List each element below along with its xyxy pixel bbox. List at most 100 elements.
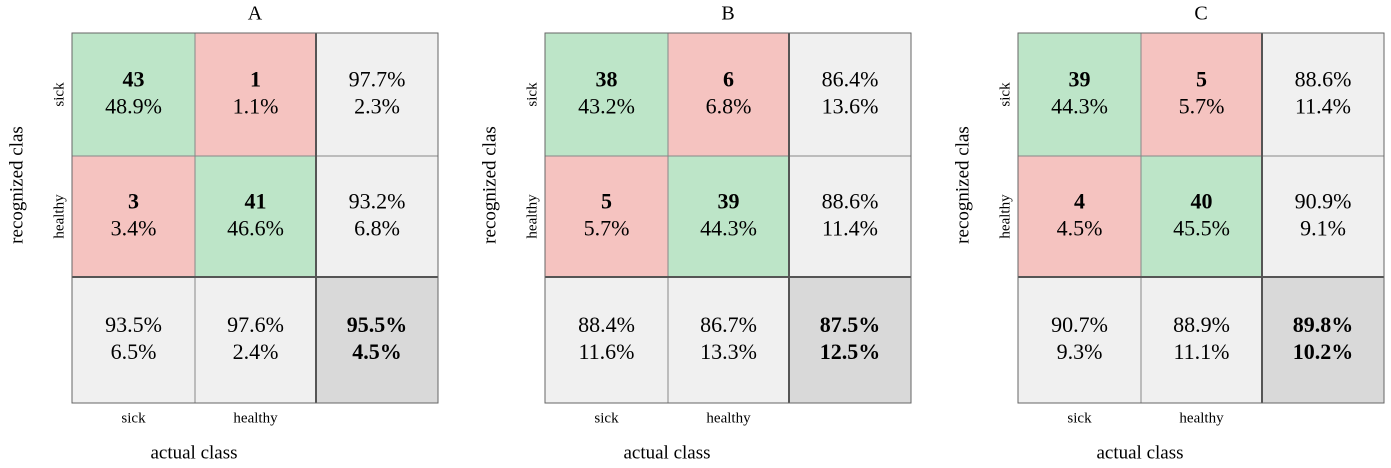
matrix-cell	[544, 32, 669, 157]
cell-secondary: 11.4%	[822, 216, 878, 241]
x-axis-label: actual class	[150, 442, 237, 463]
col-label: healthy	[1179, 410, 1224, 426]
matrix-cell	[194, 276, 317, 404]
cell-primary: 39	[1069, 67, 1091, 92]
matrix-cell	[194, 155, 317, 278]
col-label: sick	[121, 410, 146, 426]
row-label: healthy	[51, 194, 67, 239]
matrix-cell	[544, 155, 669, 278]
cell-primary: 88.9%	[1173, 312, 1230, 337]
matrix-cell	[1017, 32, 1142, 157]
cell-primary: 86.7%	[700, 312, 757, 337]
matrix-cell	[788, 276, 912, 404]
cell-secondary: 44.3%	[1051, 94, 1108, 119]
cell-secondary: 11.1%	[1173, 339, 1229, 364]
row-label: sick	[524, 82, 540, 107]
cell-primary: 41	[245, 189, 267, 214]
row-label: healthy	[524, 194, 540, 239]
matrix-cell	[315, 155, 439, 278]
cell-secondary: 9.1%	[1300, 216, 1346, 241]
cell-secondary: 6.5%	[111, 339, 157, 364]
panel-title: B	[721, 3, 734, 25]
matrix-panel: A4348.9%11.1%97.7%2.3%33.4%4146.6%93.2%6…	[6, 3, 439, 463]
row-label: sick	[997, 82, 1013, 107]
matrix-cell	[194, 32, 317, 157]
cell-secondary: 6.8%	[354, 216, 400, 241]
col-label: sick	[594, 410, 619, 426]
cell-primary: 97.7%	[349, 67, 406, 92]
cell-primary: 6	[723, 67, 734, 92]
cell-primary: 4	[1074, 189, 1085, 214]
cell-primary: 89.8%	[1293, 312, 1354, 337]
cell-primary: 39	[718, 189, 740, 214]
cell-primary: 93.2%	[349, 189, 406, 214]
matrix-cell	[1017, 276, 1142, 404]
cell-secondary: 3.4%	[111, 216, 157, 241]
cell-primary: 88.6%	[1295, 67, 1352, 92]
cell-primary: 88.4%	[578, 312, 635, 337]
matrix-cell	[1140, 155, 1263, 278]
cell-primary: 97.6%	[227, 312, 284, 337]
cell-primary: 43	[123, 67, 145, 92]
cell-secondary: 1.1%	[233, 94, 279, 119]
cell-secondary: 43.2%	[578, 94, 635, 119]
cell-primary: 5	[601, 189, 612, 214]
cell-primary: 95.5%	[347, 312, 408, 337]
x-axis-label: actual class	[1096, 442, 1183, 463]
cell-primary: 88.6%	[822, 189, 879, 214]
cell-secondary: 2.3%	[354, 94, 400, 119]
cell-primary: 1	[250, 67, 261, 92]
matrix-border	[71, 32, 439, 404]
cell-primary: 86.4%	[822, 67, 879, 92]
cell-primary: 5	[1196, 67, 1207, 92]
row-label: sick	[51, 82, 67, 107]
cell-secondary: 4.5%	[1057, 216, 1103, 241]
cell-primary: 40	[1191, 189, 1213, 214]
matrix-cell	[1017, 155, 1142, 278]
matrix-cell	[71, 32, 196, 157]
cell-primary: 3	[128, 189, 139, 214]
cell-secondary: 11.6%	[578, 339, 634, 364]
matrix-cell	[667, 155, 790, 278]
matrix-cell	[788, 32, 912, 157]
matrix-cell	[71, 155, 196, 278]
matrix-cell	[544, 276, 669, 404]
matrix-border	[1017, 32, 1385, 404]
y-axis-label: recognized clas	[479, 126, 500, 244]
cell-secondary: 13.6%	[822, 94, 879, 119]
cell-secondary: 5.7%	[584, 216, 630, 241]
cell-secondary: 4.5%	[352, 339, 402, 364]
col-label: healthy	[233, 410, 278, 426]
cell-secondary: 44.3%	[700, 216, 757, 241]
x-axis-label: actual class	[623, 442, 710, 463]
cell-primary: 87.5%	[820, 312, 881, 337]
col-label: healthy	[706, 410, 751, 426]
matrix-cell	[667, 276, 790, 404]
cell-secondary: 10.2%	[1293, 339, 1354, 364]
cell-secondary: 6.8%	[706, 94, 752, 119]
col-label: sick	[1067, 410, 1092, 426]
matrix-cell	[1140, 32, 1263, 157]
cell-secondary: 13.3%	[700, 339, 757, 364]
cell-secondary: 48.9%	[105, 94, 162, 119]
cell-secondary: 2.4%	[233, 339, 279, 364]
matrix-cell	[1261, 32, 1385, 157]
cell-primary: 90.9%	[1295, 189, 1352, 214]
cell-secondary: 5.7%	[1179, 94, 1225, 119]
cell-primary: 38	[596, 67, 618, 92]
panel-title: A	[248, 3, 263, 25]
cell-secondary: 45.5%	[1173, 216, 1230, 241]
cell-secondary: 11.4%	[1295, 94, 1351, 119]
y-axis-label: recognized clas	[952, 126, 973, 244]
cell-primary: 93.5%	[105, 312, 162, 337]
cell-secondary: 9.3%	[1057, 339, 1103, 364]
row-label: healthy	[997, 194, 1013, 239]
matrix-border	[544, 32, 912, 404]
cell-primary: 90.7%	[1051, 312, 1108, 337]
cell-secondary: 12.5%	[820, 339, 881, 364]
panel-title: C	[1194, 3, 1207, 25]
cell-secondary: 46.6%	[227, 216, 284, 241]
